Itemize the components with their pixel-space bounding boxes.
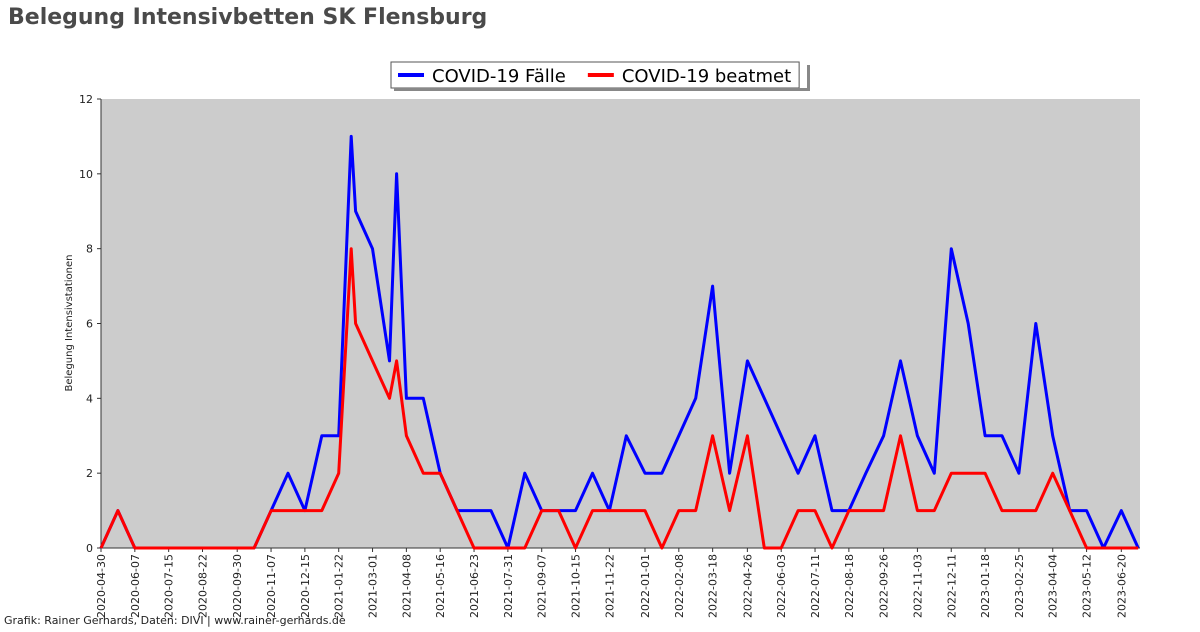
x-tick-label: 2021-03-01 — [367, 554, 380, 618]
x-tick-label: 2020-07-15 — [163, 554, 176, 618]
x-tick-label: 2022-01-01 — [639, 554, 652, 618]
y-tick-label: 2 — [86, 467, 93, 480]
x-tick-label: 2022-06-03 — [775, 554, 788, 618]
x-tick-label: 2022-03-18 — [707, 554, 720, 618]
y-tick-label: 10 — [79, 168, 93, 181]
x-tick-label: 2020-09-30 — [231, 554, 244, 618]
series-line — [99, 134, 1140, 550]
x-tick-label: 2022-04-26 — [741, 554, 754, 618]
x-tick-label: 2022-12-11 — [945, 554, 958, 618]
x-tick-label: 2021-06-23 — [468, 554, 481, 618]
series-line — [99, 247, 1139, 550]
x-tick-label: 2020-04-30 — [95, 554, 108, 618]
plot-area — [101, 99, 1140, 548]
y-tick-label: 6 — [86, 318, 93, 331]
x-tick-label: 2023-06-20 — [1115, 554, 1128, 618]
x-tick-label: 2023-02-25 — [1013, 554, 1026, 618]
legend-shadow — [394, 88, 810, 91]
x-tick-label: 2021-09-07 — [536, 554, 549, 618]
y-tick-label: 0 — [86, 542, 93, 555]
credit: Grafik: Rainer Gerhards, Daten: DIVI | w… — [4, 614, 346, 627]
x-tick-label: 2022-07-11 — [809, 554, 822, 618]
y-tick-label: 12 — [79, 93, 93, 106]
x-tick-label: 2020-12-15 — [299, 554, 312, 618]
legend-label: COVID-19 Fälle — [432, 66, 566, 87]
x-tick-label: 2022-09-26 — [878, 554, 891, 618]
x-tick-label: 2021-04-08 — [400, 554, 413, 618]
legend: COVID-19 Fälle COVID-19 beatmet — [390, 61, 810, 91]
legend-label: COVID-19 beatmet — [622, 66, 791, 87]
x-tick-label: 2022-02-08 — [673, 554, 686, 618]
x-tick-label: 2021-01-22 — [333, 554, 346, 618]
x-tick-label: 2023-04-04 — [1047, 554, 1060, 618]
x-tick-label: 2021-05-16 — [434, 554, 447, 618]
x-tick-label: 2020-08-22 — [196, 554, 209, 618]
chart-title: Belegung Intensivbetten SK Flensburg — [8, 5, 487, 30]
x-tick-label: 2022-08-18 — [843, 554, 856, 618]
x-tick-label: 2022-11-03 — [911, 554, 924, 618]
y-tick-label: 4 — [86, 392, 93, 405]
x-tick-label: 2020-11-07 — [265, 554, 278, 618]
x-tick-label: 2023-05-12 — [1081, 554, 1094, 618]
x-tick-label: 2021-07-31 — [502, 554, 515, 618]
legend-shadow — [807, 65, 810, 91]
y-tick-label: 8 — [86, 243, 93, 256]
y-axis-label: Belegung Intensivstationen — [64, 254, 75, 391]
x-tick-label: 2021-11-22 — [603, 554, 616, 618]
x-tick-label: 2023-01-18 — [979, 554, 992, 618]
x-tick-label: 2021-10-15 — [570, 554, 583, 618]
x-tick-label: 2020-06-07 — [129, 554, 142, 618]
